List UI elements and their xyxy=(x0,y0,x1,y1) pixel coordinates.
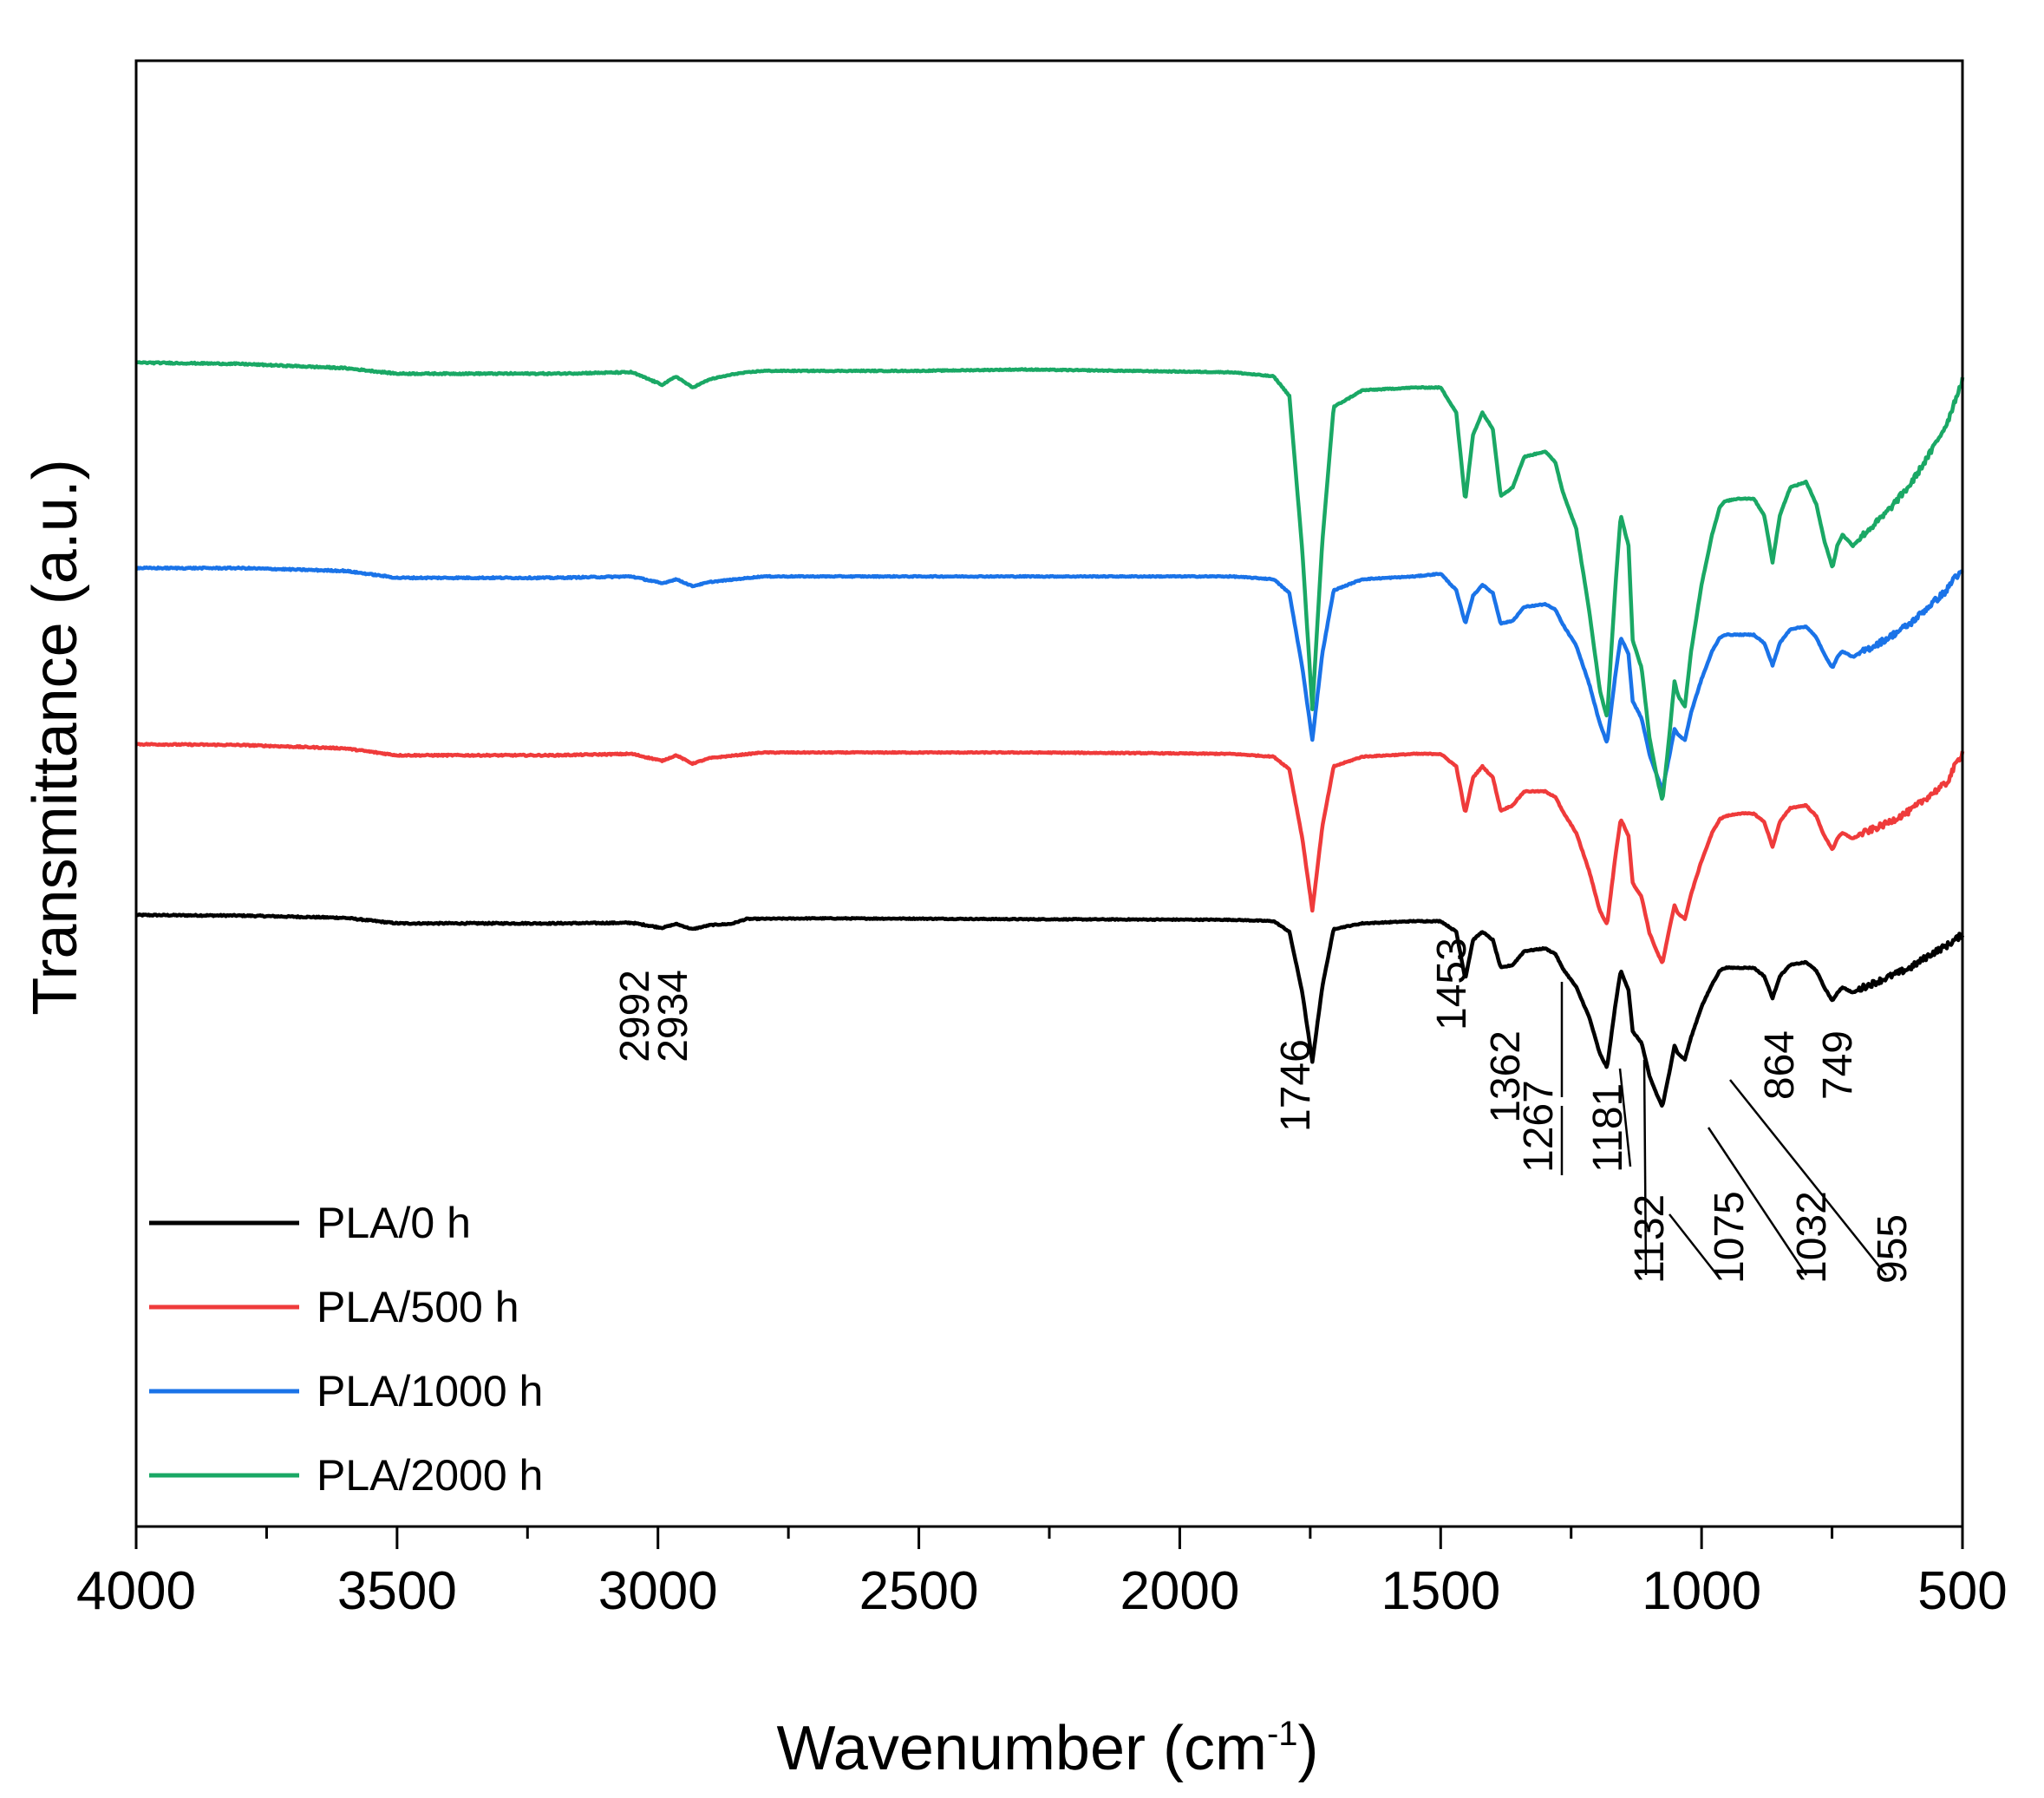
annotation-leader xyxy=(1707,1127,1808,1276)
legend-label: PLA/0 h xyxy=(317,1199,471,1247)
annotation-leader xyxy=(1669,1213,1718,1276)
peak-label: 1362 xyxy=(1483,1030,1529,1123)
peak-label: 1746 xyxy=(1273,1039,1319,1132)
peak-label: 2992 xyxy=(612,970,658,1062)
x-tick-label: 2500 xyxy=(859,1561,979,1621)
x-axis-title: Wavenumber (cm-1) xyxy=(776,1714,1318,1783)
peak-label: 1032 xyxy=(1789,1191,1835,1284)
x-axis-ticks: 4000 3500 3000 2500 2000 1500 1000 500 xyxy=(76,1527,2008,1621)
x-tick-label: 1000 xyxy=(1642,1561,1761,1621)
series-layer xyxy=(134,360,1965,1108)
series-line-3 xyxy=(134,360,1965,801)
peak-label: 1075 xyxy=(1707,1191,1753,1284)
x-tick-label: 1500 xyxy=(1381,1561,1500,1621)
legend-label: PLA/500 h xyxy=(317,1283,519,1331)
peak-label: 2934 xyxy=(650,970,696,1062)
series-line-1 xyxy=(134,742,1965,964)
series-line-0 xyxy=(134,912,1965,1108)
peak-label: 1181 xyxy=(1585,1083,1631,1173)
annotation-leader xyxy=(1618,1068,1632,1167)
legend: PLA/0 h PLA/500 h PLA/1000 h PLA/2000 h xyxy=(149,1199,543,1500)
peak-label: 955 xyxy=(1870,1214,1916,1284)
legend-label: PLA/2000 h xyxy=(317,1451,543,1500)
legend-label: PLA/1000 h xyxy=(317,1367,543,1416)
x-tick-label: 2000 xyxy=(1120,1561,1239,1621)
y-axis-title: Transmittance (a.u.) xyxy=(21,459,90,1016)
annotation-leader xyxy=(1642,1059,1648,1276)
x-tick-label: 3500 xyxy=(337,1561,457,1621)
x-tick-label: 500 xyxy=(1917,1561,2007,1621)
x-tick-label: 3000 xyxy=(598,1561,718,1621)
annotation-leader xyxy=(1729,1079,1887,1276)
peak-label: 1267 xyxy=(1516,1080,1562,1173)
peak-label: 864 xyxy=(1757,1030,1803,1100)
peak-label: 749 xyxy=(1815,1030,1861,1100)
peak-label: 1132 xyxy=(1627,1194,1673,1284)
x-tick-label: 4000 xyxy=(76,1561,196,1621)
peak-label: 1453 xyxy=(1429,938,1475,1030)
